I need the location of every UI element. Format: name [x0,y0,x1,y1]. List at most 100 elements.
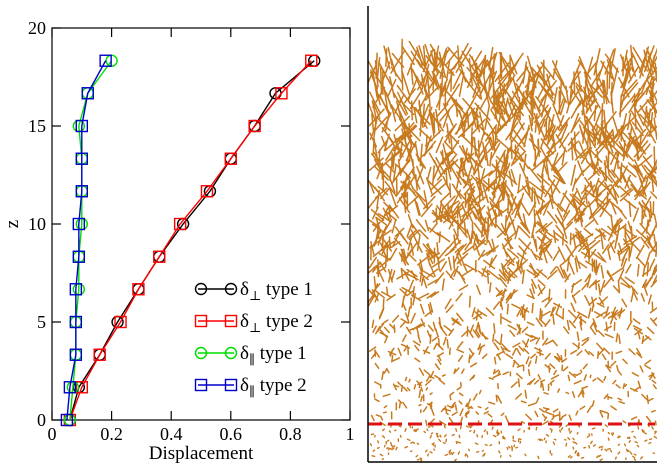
rod [518,324,521,335]
rod [580,456,585,459]
rod [546,269,558,280]
rod [441,278,445,291]
rod [373,275,377,290]
rod [478,389,482,395]
rod [451,317,460,324]
rod [517,183,529,194]
rod [552,313,555,325]
rod [483,59,496,75]
rod [384,240,395,249]
rod [368,60,382,84]
legend-marker [194,346,208,360]
rod [514,226,519,240]
rod [501,316,512,324]
rod [402,302,407,311]
rod [524,389,528,399]
rod [422,277,428,289]
rod [408,40,426,67]
rod [636,352,643,359]
rod [444,211,458,225]
rod [526,72,531,100]
rod-field [368,38,657,462]
rod [391,314,400,323]
rod [488,70,498,91]
rod [574,450,578,453]
rod [591,251,605,262]
rod [461,331,468,338]
rod [447,256,452,271]
rod [430,407,435,416]
rod [556,352,562,361]
rod [540,185,545,200]
rod [615,224,621,242]
rod [596,377,604,384]
rod [589,374,592,379]
rod [516,348,522,356]
rod [651,426,654,430]
data-point [69,315,83,329]
rod [439,151,449,169]
rod [435,432,439,435]
rod [547,119,551,139]
rod [490,254,498,266]
rod [620,89,627,109]
rod [623,197,637,209]
rod [429,222,438,233]
rod [533,208,537,228]
rod [467,175,473,191]
rod [538,118,546,135]
data-point [75,152,89,165]
rod [605,306,609,316]
rod [598,166,607,181]
rod [484,146,489,167]
rod [524,72,537,88]
rod [415,168,424,185]
rod [408,279,414,292]
rod [445,438,448,443]
rod [413,384,417,390]
rod [509,329,516,337]
rod [438,420,447,426]
rod [617,397,623,401]
rod [610,405,617,411]
rod [500,430,503,434]
rod [441,374,446,377]
rod [628,92,641,114]
rod [644,359,652,365]
rod [394,226,405,240]
rod [617,451,621,455]
rod [465,152,483,169]
rod [534,355,538,364]
rod [611,266,624,276]
rod [544,246,553,259]
rod [635,154,653,170]
rod [516,75,526,94]
rod [386,293,396,301]
rod [512,342,521,348]
rod [536,173,551,186]
rod [598,454,602,458]
series-2 [63,54,318,427]
rod [552,408,559,413]
rod [535,397,540,404]
rod [414,142,420,162]
rod [530,334,539,340]
rod [401,334,407,343]
rod [634,185,648,197]
rod [406,223,413,238]
rod [603,393,609,400]
rod [475,308,479,321]
rod [579,191,587,205]
rod [394,93,405,114]
rod [419,303,425,315]
rod [624,383,628,387]
rod [489,213,493,227]
rod [406,133,416,148]
rod [572,233,576,247]
rod [518,96,521,121]
rod [496,429,499,433]
rod [482,453,485,457]
rod [399,434,402,438]
rod [533,269,543,279]
rod [429,334,432,344]
